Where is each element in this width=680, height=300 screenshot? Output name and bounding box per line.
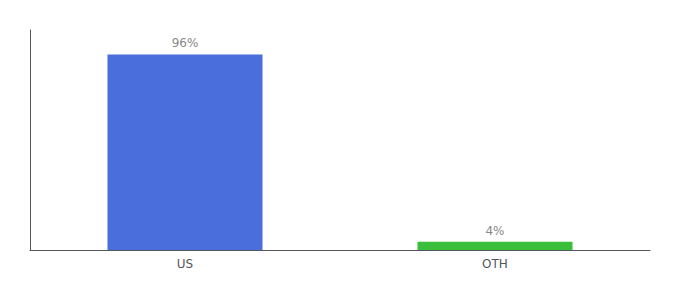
svg-text:OTH: OTH bbox=[482, 257, 508, 271]
svg-text:4%: 4% bbox=[485, 224, 504, 238]
svg-text:96%: 96% bbox=[172, 36, 199, 50]
svg-text:US: US bbox=[177, 257, 193, 271]
